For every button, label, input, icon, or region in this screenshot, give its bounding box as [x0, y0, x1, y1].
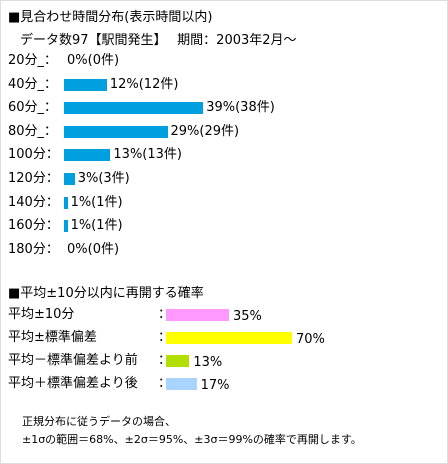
data-label: 35%: [233, 309, 262, 324]
data-label: 17%: [200, 378, 230, 393]
data-label: 0%(0件): [67, 241, 120, 257]
category-label: 平均±標準偏差: [8, 330, 97, 345]
distribution-title: ■見合わせ時間分布(表示時間以内): [8, 10, 213, 25]
category-label: 80分_：: [8, 123, 58, 139]
bar: [64, 102, 204, 115]
bar: [64, 125, 168, 138]
data-label: 13%: [193, 355, 223, 370]
category-label: 100分：: [8, 147, 59, 163]
bar: [64, 173, 75, 185]
category-label: 160分：: [8, 218, 59, 234]
category-label: 平均＋標準偏差より後: [8, 376, 138, 391]
bar: [166, 378, 197, 390]
bar: [166, 355, 190, 367]
category-label: 40分_：: [8, 76, 58, 92]
category-label: 120分：: [8, 171, 59, 186]
probability-title: ■平均±10分以内に再開する確率: [8, 286, 204, 301]
data-label: 1%(1件): [70, 194, 123, 210]
category-label: 20分_：: [8, 53, 58, 68]
category-label: 180分：: [8, 241, 59, 257]
category-label: 60分_：: [8, 100, 58, 116]
bar: [166, 332, 292, 344]
data-label: 0%(0件): [67, 53, 120, 68]
data-label: 3%(3件): [77, 171, 130, 186]
data-label: 12%(12件): [109, 76, 179, 92]
category-label: 平均－標準偏差より前: [8, 353, 138, 368]
bar: [64, 196, 68, 209]
footer-note-line1: 正規分布に従うデータの場合、: [22, 415, 176, 428]
data-label: 29%(29件): [170, 123, 240, 139]
category-label: 140分：: [8, 194, 59, 210]
category-label: 平均±10分: [8, 307, 75, 322]
data-label: 70%: [296, 332, 325, 347]
bar: [64, 220, 68, 233]
data-label: 1%(1件): [70, 218, 123, 234]
bar: [64, 78, 107, 91]
footer-note-line2: ±1σの範囲＝68%、±2σ＝95%、±3σ＝99%の確率で再開します。: [22, 433, 362, 446]
bar: [166, 309, 229, 321]
data-label: 13%(13件): [113, 147, 182, 163]
bar: [64, 149, 111, 162]
data-label: 39%(38件): [206, 100, 275, 116]
distribution-subtitle: データ数97【駅間発生】 期間：2003年2月～: [20, 33, 297, 48]
